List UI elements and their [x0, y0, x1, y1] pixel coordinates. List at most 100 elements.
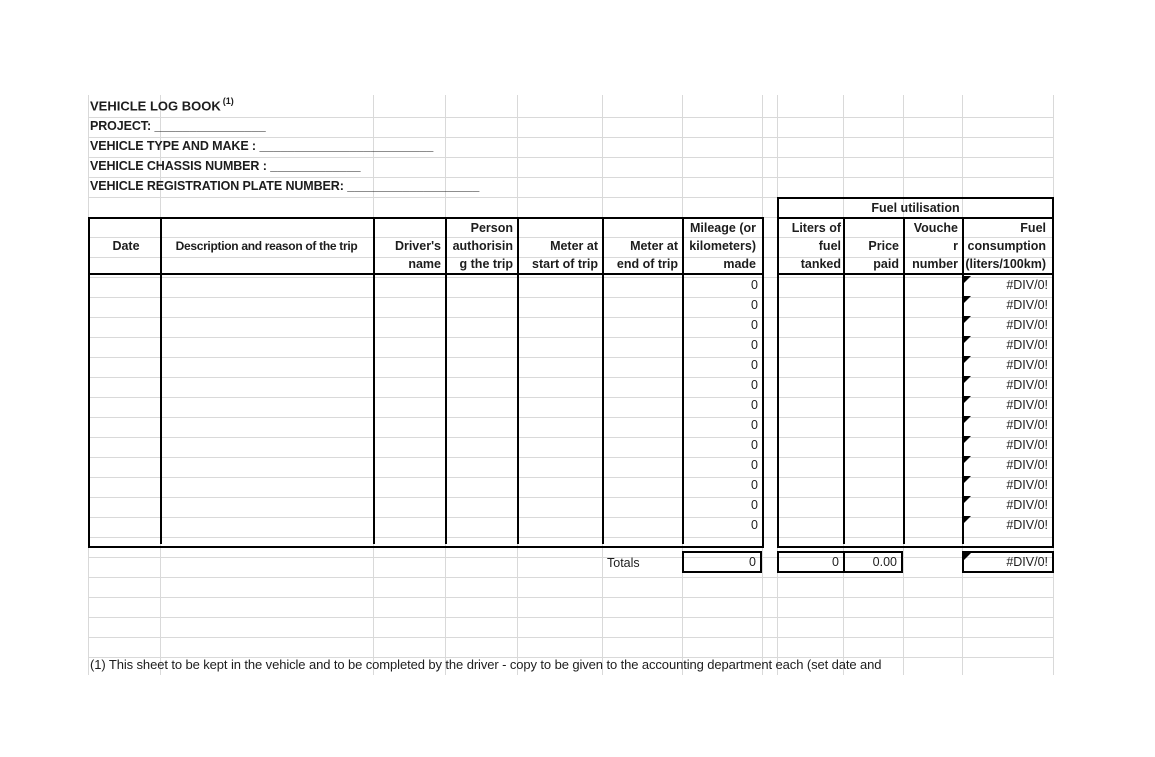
- column-header-description: Description and reason of the trip: [175, 239, 358, 253]
- error-indicator-icon: [964, 316, 971, 323]
- fuel-utilisation-label: Fuel utilisation: [871, 201, 960, 215]
- column-header-person_authorising: Person authorisin g the trip: [452, 221, 513, 271]
- fuel-consumption-cell[interactable]: #DIV/0!: [1006, 338, 1048, 352]
- table-body-fuel[interactable]: #DIV/0! #DIV/0! #DIV/0! #DIV/0! #DIV/0! #DIV/…: [777, 275, 1054, 548]
- error-indicator-icon: [964, 553, 971, 560]
- column-header-meter_start: Meter at start of trip: [532, 239, 598, 271]
- mileage-cell[interactable]: 0: [751, 498, 758, 512]
- column-border: [903, 275, 905, 544]
- column-header-meter_end: Meter at end of trip: [616, 239, 678, 271]
- mileage-cell[interactable]: 0: [751, 398, 758, 412]
- chassis-number-label: VEHICLE CHASSIS NUMBER :: [90, 159, 267, 173]
- totals-consumption-value: #DIV/0!: [1006, 555, 1048, 569]
- registration-plate-blank[interactable]: ___________________: [343, 179, 480, 193]
- fuel-consumption-cell[interactable]: #DIV/0!: [1006, 378, 1048, 392]
- column-header-voucher: Vouche r number: [912, 221, 958, 271]
- column-border: [682, 219, 684, 273]
- error-indicator-icon: [964, 416, 971, 423]
- mileage-cell[interactable]: 0: [751, 378, 758, 392]
- column-border: [445, 219, 447, 273]
- column-border: [602, 275, 604, 544]
- column-border: [160, 275, 162, 544]
- column-header-liters: Liters of fuel tanked: [791, 221, 841, 271]
- fuel-consumption-cell[interactable]: #DIV/0!: [1006, 458, 1048, 472]
- title-footnote-marker: (1): [222, 96, 234, 106]
- mileage-cell[interactable]: 0: [751, 478, 758, 492]
- gridlines-horizontal: [88, 98, 1054, 675]
- mileage-cell[interactable]: 0: [751, 358, 758, 372]
- totals-consumption-cell[interactable]: #DIV/0!: [962, 551, 1054, 573]
- column-border: [160, 219, 162, 273]
- column-border: [682, 275, 684, 544]
- column-border: [962, 219, 964, 273]
- mileage-cell[interactable]: 0: [751, 438, 758, 452]
- totals-fuel-cells[interactable]: 0 0.00: [777, 551, 903, 573]
- mileage-cell[interactable]: 0: [751, 518, 758, 532]
- column-border: [373, 275, 375, 544]
- fuel-consumption-cell[interactable]: #DIV/0!: [1006, 498, 1048, 512]
- error-indicator-icon: [964, 376, 971, 383]
- fuel-consumption-cell[interactable]: #DIV/0!: [1006, 518, 1048, 532]
- error-indicator-icon: [964, 496, 971, 503]
- error-indicator-icon: [964, 456, 971, 463]
- column-border: [517, 275, 519, 544]
- fuel-utilisation-group-header: Fuel utilisation: [777, 197, 1054, 217]
- fuel-consumption-cell[interactable]: #DIV/0!: [1006, 398, 1048, 412]
- fuel-consumption-cell[interactable]: #DIV/0!: [1006, 358, 1048, 372]
- mileage-cell[interactable]: 0: [751, 278, 758, 292]
- totals-liters-value: 0: [832, 555, 839, 569]
- error-indicator-icon: [964, 436, 971, 443]
- mileage-cell[interactable]: 0: [751, 338, 758, 352]
- vehicle-type-field: VEHICLE TYPE AND MAKE : ________________…: [90, 139, 433, 159]
- table-header-main: Date Description and reason of the trip Dr…: [88, 217, 764, 275]
- page-title-text: VEHICLE LOG BOOK: [90, 98, 221, 114]
- vehicle-type-blank[interactable]: _________________________: [256, 139, 434, 153]
- fuel-consumption-cell[interactable]: #DIV/0!: [1006, 318, 1048, 332]
- mileage-cell[interactable]: 0: [751, 298, 758, 312]
- mileage-cell[interactable]: 0: [751, 318, 758, 332]
- fuel-consumption-cell[interactable]: #DIV/0!: [1006, 438, 1048, 452]
- column-border: [445, 275, 447, 544]
- error-indicator-icon: [964, 516, 971, 523]
- error-indicator-icon: [964, 276, 971, 283]
- fuel-consumption-cell[interactable]: #DIV/0!: [1006, 418, 1048, 432]
- registration-plate-field: VEHICLE REGISTRATION PLATE NUMBER: _____…: [90, 179, 479, 199]
- error-indicator-icon: [964, 356, 971, 363]
- project-label: PROJECT:: [90, 119, 152, 133]
- table-body-main[interactable]: 0 0 0 0 0 0 0 0 0 0 0 0 0: [88, 275, 764, 548]
- footnote: (1) This sheet to be kept in the vehicle…: [90, 657, 882, 672]
- column-header-consumption: Fuel consumption (liters/100km): [965, 221, 1046, 271]
- column-header-price: Price paid: [868, 239, 899, 271]
- error-indicator-icon: [964, 476, 971, 483]
- column-border: [373, 219, 375, 273]
- error-indicator-icon: [964, 296, 971, 303]
- totals-mileage-value: 0: [749, 555, 756, 569]
- fuel-consumption-cell[interactable]: #DIV/0!: [1006, 278, 1048, 292]
- project-field: PROJECT: ________________: [90, 119, 266, 139]
- column-border: [903, 219, 905, 273]
- totals-divider: [843, 553, 845, 571]
- error-indicator-icon: [964, 336, 971, 343]
- mileage-cell[interactable]: 0: [751, 458, 758, 472]
- vehicle-type-label: VEHICLE TYPE AND MAKE :: [90, 139, 256, 153]
- vehicle-log-sheet: VEHICLE LOG BOOK (1) PROJECT: ___________…: [88, 95, 1054, 677]
- project-blank[interactable]: ________________: [151, 119, 266, 133]
- registration-plate-label: VEHICLE REGISTRATION PLATE NUMBER:: [90, 179, 344, 193]
- column-border: [843, 275, 845, 544]
- error-indicator-icon: [964, 396, 971, 403]
- column-header-mileage: Mileage (or kilometers) made: [689, 221, 756, 271]
- column-header-driver_name: Driver's name: [394, 239, 441, 271]
- totals-label: Totals: [607, 556, 640, 570]
- column-header-date: Date: [112, 239, 140, 253]
- table-header-fuel: Liters of fuel tanked Price paid Vouche r numbe…: [777, 217, 1054, 275]
- column-border: [962, 275, 964, 544]
- column-border: [602, 219, 604, 273]
- mileage-cell[interactable]: 0: [751, 418, 758, 432]
- column-border: [517, 219, 519, 273]
- page-title: VEHICLE LOG BOOK (1): [90, 96, 234, 117]
- chassis-number-field: VEHICLE CHASSIS NUMBER : _____________: [90, 159, 361, 179]
- totals-mileage-cell[interactable]: 0: [682, 551, 762, 573]
- fuel-consumption-cell[interactable]: #DIV/0!: [1006, 478, 1048, 492]
- fuel-consumption-cell[interactable]: #DIV/0!: [1006, 298, 1048, 312]
- chassis-number-blank[interactable]: _____________: [266, 159, 361, 173]
